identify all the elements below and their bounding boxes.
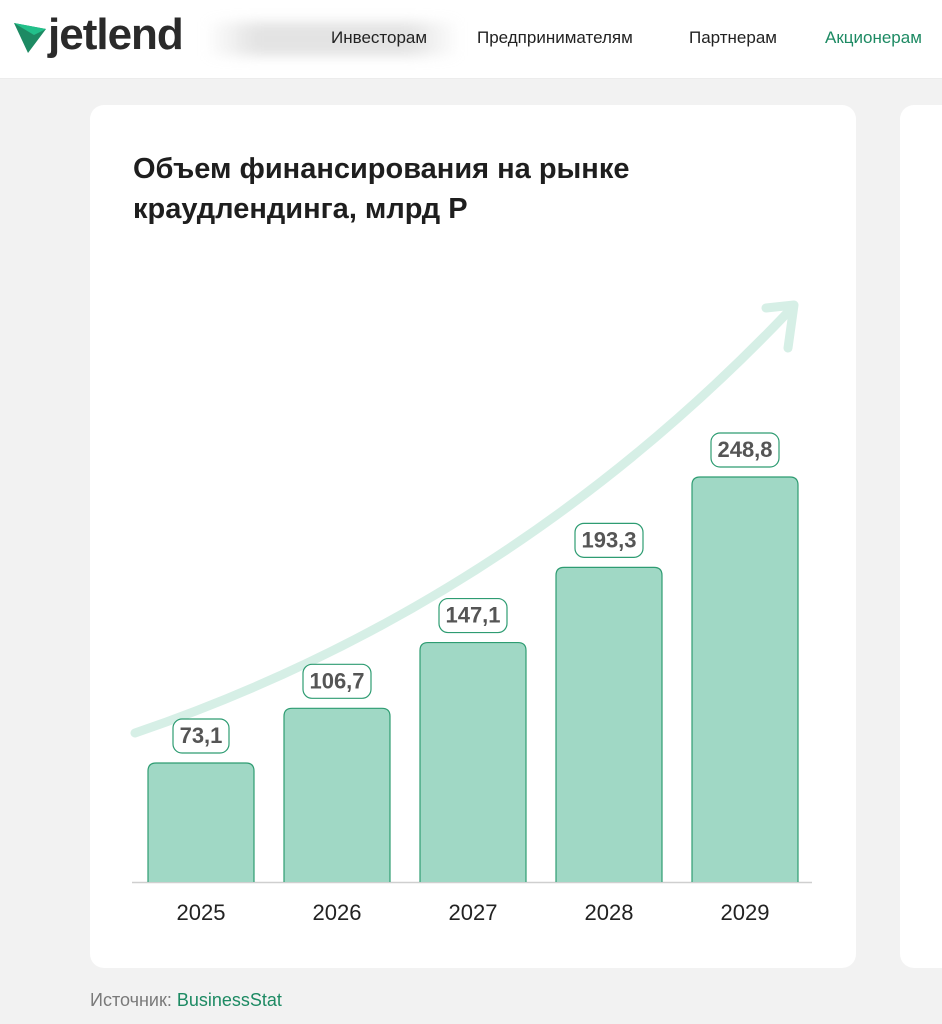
bar-chart: 73,1 2025 106,7 2026 147,1 2027 193,3 2028 248,8… (130, 300, 812, 925)
value-label: 248,8 (717, 437, 772, 462)
nav-entrepreneurs[interactable]: Предпринимателям (477, 28, 633, 47)
nav-investors[interactable]: Инвесторам (331, 28, 428, 47)
trend-arrow-line (130, 305, 795, 738)
x-tick-label: 2029 (721, 900, 770, 925)
blurred-area (205, 22, 460, 56)
site-header: jetlend Инвесторам Предпринимателям Парт… (0, 0, 942, 79)
logo-text: jetlend (48, 10, 184, 59)
chart-card: Объем финансирования на рынке краудленди… (90, 105, 856, 968)
logo-triangle-icon (14, 23, 46, 53)
value-label: 73,1 (180, 723, 223, 748)
x-tick-label: 2027 (449, 900, 498, 925)
next-card (900, 105, 942, 968)
x-tick-label: 2025 (177, 900, 226, 925)
source-link[interactable]: BusinessStat (176, 990, 282, 1010)
bar (555, 566, 663, 882)
bar (419, 641, 527, 882)
bar (283, 707, 391, 882)
value-label-pill (710, 432, 780, 468)
source-label: Источник: (90, 990, 172, 1010)
bar (147, 762, 255, 882)
source-note: Источник: BusinessStat (90, 990, 282, 1011)
x-tick-label: 2028 (585, 900, 634, 925)
bar (691, 476, 799, 882)
jetlend-logo[interactable]: jetlend (12, 10, 184, 60)
value-label: 106,7 (309, 668, 364, 693)
nav-shareholders[interactable]: Акционерам (825, 28, 922, 47)
chart-title: Объем финансирования на рынке краудленди… (133, 153, 630, 225)
value-label: 147,1 (445, 603, 500, 628)
trend-arrow-head (761, 300, 799, 353)
main-nav: Инвесторам Предпринимателям Партнерам Ак… (0, 28, 942, 50)
value-label-pill (302, 663, 372, 699)
value-label: 193,3 (581, 527, 636, 552)
value-label-pill (574, 522, 644, 558)
x-tick-label: 2026 (313, 900, 362, 925)
value-label-pill (438, 597, 508, 634)
value-label-pill (172, 718, 230, 754)
nav-partners[interactable]: Партнерам (689, 28, 777, 47)
